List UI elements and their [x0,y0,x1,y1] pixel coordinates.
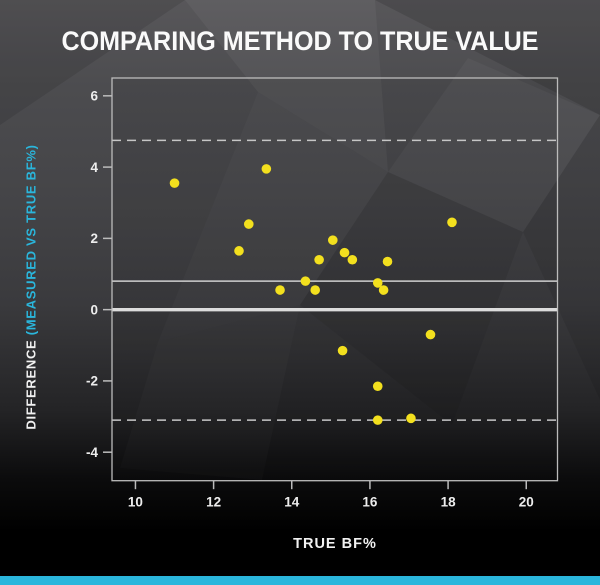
data-point [261,164,272,174]
x-axis-label: TRUE BF% [293,536,377,552]
footer-accent-bar [0,576,600,585]
plot-border [111,77,559,482]
x-tick-label: 10 [128,495,143,510]
background-facet [523,115,600,400]
data-point [327,235,338,245]
x-tick-label: 18 [441,495,457,510]
data-point [406,413,416,424]
background-facet [300,172,523,425]
data-point [337,345,348,356]
data-point [347,254,358,265]
data-point [169,178,180,188]
x-tick-label: 20 [519,495,534,510]
data-point [310,285,321,295]
background-facet [185,0,388,172]
y-tick-label: 2 [90,231,98,246]
y-tick-label: -2 [86,374,98,389]
data-point [378,285,389,295]
y-tick-label: 0 [90,302,98,317]
y-tick-label: 6 [90,89,98,104]
data-point [300,276,311,286]
data-point [372,381,383,392]
plot-area [112,78,558,481]
data-point [382,256,393,267]
data-point [234,246,244,256]
data-point [339,247,350,258]
data-point [243,219,254,229]
data-point [372,278,383,288]
data-point [425,329,436,340]
background-facet [375,0,600,115]
x-tick-label: 14 [284,495,300,510]
data-point [314,254,324,265]
chart-title: COMPARING METHOD TO TRUE VALUE [61,26,539,56]
data-point [372,415,383,425]
x-tick-label: 12 [206,495,221,510]
background-facet [0,0,185,125]
x-tick-label: 16 [362,495,378,510]
y-tick-label: 4 [90,160,98,175]
data-point [275,285,285,295]
y-tick-label: -4 [86,445,98,460]
data-point [447,217,457,228]
